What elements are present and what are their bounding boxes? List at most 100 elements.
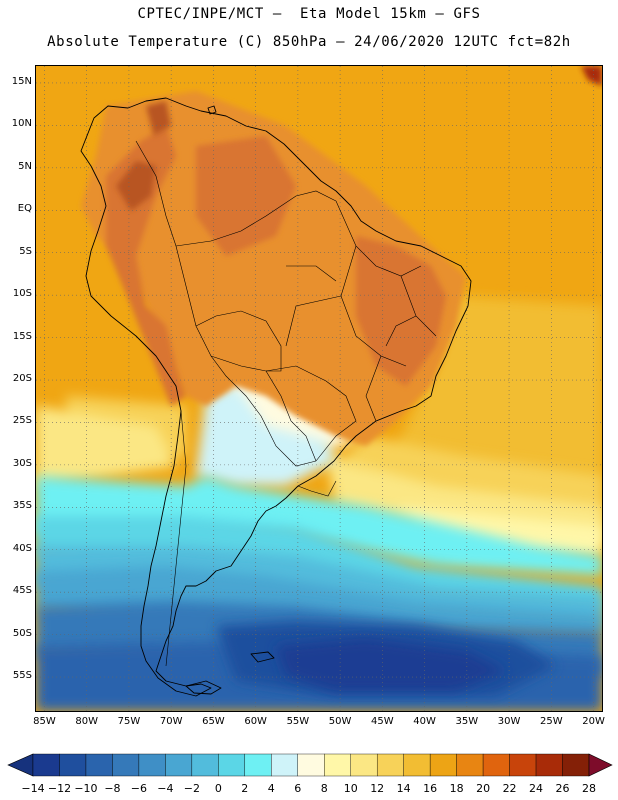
- lon-tick-label: 80W: [75, 716, 98, 727]
- border-uruguay: [297, 480, 337, 497]
- political-borders: [135, 140, 437, 667]
- tierra-del-fuego: [185, 680, 222, 695]
- colorbar-swatch: [218, 753, 246, 777]
- colorbar-swatch: [429, 753, 457, 777]
- colorbar-swatch: [482, 753, 510, 777]
- lon-tick-label: 40W: [413, 716, 436, 727]
- lat-tick-label: EQ: [17, 203, 32, 215]
- south-america-coast: [80, 97, 472, 697]
- lon-tick-label: 45W: [371, 716, 394, 727]
- lat-tick-label: 10N: [11, 118, 32, 130]
- highlands-central: [196, 136, 296, 256]
- colorbar: [7, 753, 613, 777]
- colorbar-tick-label: 24: [529, 782, 544, 795]
- highlands-east: [356, 236, 446, 386]
- colorbar-tick-label: 8: [320, 782, 328, 795]
- brazil-states-2: [286, 265, 437, 347]
- colorbar-swatch: [165, 753, 193, 777]
- colorbar-swatch: [324, 753, 351, 777]
- lon-tick-label: 65W: [202, 716, 225, 727]
- andes-peak-north: [116, 161, 156, 211]
- border-bolivia: [195, 310, 282, 372]
- colorbar-tick-label: −10: [74, 782, 98, 795]
- coastlines: [80, 97, 472, 697]
- border-paraguay: [265, 370, 317, 462]
- colorbar-tick-label: 20: [476, 782, 491, 795]
- colorbar-swatch: [271, 753, 298, 777]
- colorbar-tick-label: 16: [423, 782, 438, 795]
- lon-tick-label: 20W: [582, 716, 605, 727]
- band-12: [36, 406, 176, 486]
- lon-tick-label: 75W: [117, 716, 141, 727]
- lon-tick-label: 35W: [455, 716, 479, 727]
- lat-tick-label: 15S: [12, 330, 32, 342]
- colorbar-swatch: [403, 753, 431, 777]
- lat-tick-label: 50S: [12, 627, 32, 639]
- caribbean-hotspot: [581, 66, 602, 86]
- lon-tick-label: 30W: [497, 716, 521, 727]
- lat-tick-label: 40S: [12, 542, 32, 554]
- colorbar-tick-label: 22: [502, 782, 517, 795]
- colorbar-swatch: [350, 753, 378, 777]
- colorbar-swatch: [59, 753, 87, 777]
- colorbar-swatch: [85, 753, 113, 777]
- land-warm-region: [81, 91, 466, 446]
- colorbar-swatch: [297, 753, 325, 777]
- lat-tick-label: 15N: [11, 75, 32, 87]
- colorbar-tick-label: −12: [47, 782, 72, 795]
- temperature-map: [36, 66, 602, 711]
- colorbar-tick-label: 2: [241, 782, 249, 795]
- andes-peak-venezuela: [146, 101, 171, 136]
- falklands: [250, 651, 275, 663]
- colorbar-over-arrow: [588, 753, 613, 777]
- colorbar-tick-label: −14: [21, 782, 45, 795]
- colorbar-swatch: [535, 753, 563, 777]
- band-minus-14-core: [276, 638, 506, 691]
- lat-tick-label: 30S: [12, 457, 32, 469]
- title-line-2: Absolute Temperature (C) 850hPa – 24/06/…: [47, 34, 571, 50]
- colorbar-swatch: [112, 753, 140, 777]
- colorbar-tick-label: 0: [214, 782, 222, 795]
- colorbar-tick-label: 26: [555, 782, 570, 795]
- colorbar-swatch: [562, 753, 590, 777]
- border-argentina-chile: [165, 410, 187, 667]
- colorbar-tick-label: 28: [582, 782, 596, 795]
- colorbar-swatch: [191, 753, 219, 777]
- colorbar-tick-label: 10: [343, 782, 358, 795]
- border-brazil-south: [210, 355, 357, 462]
- colorbar-tick-label: 6: [294, 782, 302, 795]
- lat-tick-label: 10S: [12, 288, 32, 300]
- colorbar-tick-label: 4: [267, 782, 275, 795]
- lat-tick-label: 5N: [18, 160, 32, 172]
- colorbar-tick-label: −6: [130, 782, 147, 795]
- colorbar-tick-label: −8: [104, 782, 121, 795]
- colorbar-under-arrow: [7, 753, 34, 777]
- lon-tick-label: 85W: [33, 716, 56, 727]
- colorbar-swatch: [32, 753, 60, 777]
- temperature-field: [36, 66, 602, 711]
- band-6: [196, 386, 336, 486]
- colorbar-swatch: [244, 753, 272, 777]
- colorbar-tick-label: −4: [157, 782, 174, 795]
- colorbar-swatch: [456, 753, 484, 777]
- colorbar-swatch: [509, 753, 537, 777]
- colorbar-swatch: [138, 753, 166, 777]
- lat-tick-label: 35S: [12, 500, 32, 512]
- lat-tick-label: 25S: [12, 415, 32, 427]
- title-line-1: CPTEC/INPE/MCT – Eta Model 15km – GFS: [137, 6, 481, 22]
- map-panel: [35, 65, 603, 712]
- lat-tick-label: 5S: [19, 245, 32, 257]
- colorbar-tick-label: 18: [449, 782, 464, 795]
- trinidad: [207, 105, 217, 115]
- colorbar-swatch: [376, 753, 404, 777]
- lat-tick-label: 20S: [12, 373, 32, 384]
- colorbar-tick-label: −2: [183, 782, 200, 795]
- lat-tick-label: 45S: [12, 585, 32, 597]
- lon-tick-label: 60W: [244, 716, 267, 727]
- lon-tick-label: 25W: [540, 716, 563, 727]
- border-brazil-west: [175, 190, 337, 247]
- brazil-states-1: [285, 200, 422, 422]
- band-4: [36, 476, 602, 576]
- lat-tick-label: 55S: [12, 670, 32, 682]
- colorbar-tick-label: 12: [370, 782, 385, 795]
